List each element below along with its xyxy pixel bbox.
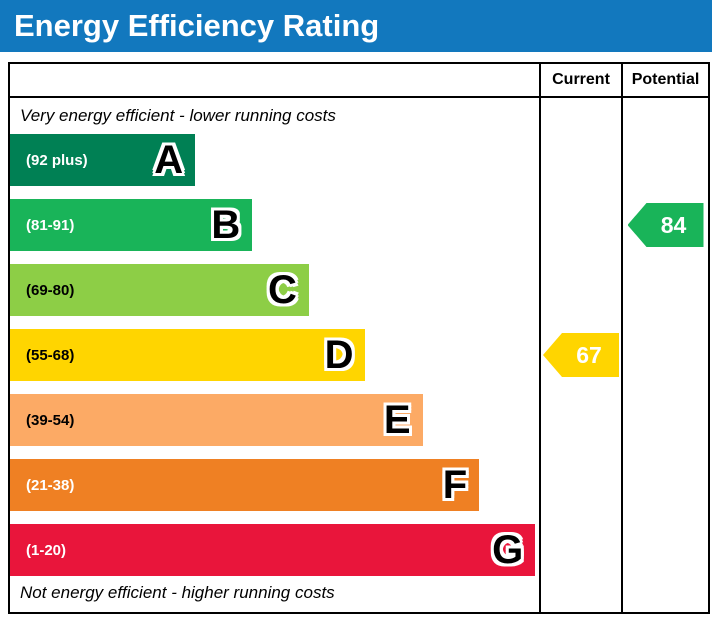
top-caption: Very energy efficient - lower running co… [20,106,336,125]
band-letter: C [267,268,297,312]
current-column: Current 67 [541,64,623,612]
band-row-c: (69-80) C [10,264,539,316]
band-range-label: (21-38) [26,476,75,494]
band-row-g: (1-20) G [10,524,539,576]
band-bar-f: (21-38) F [10,459,480,511]
band-letter: G [492,528,524,572]
band-letter: E [383,398,411,442]
band-bar-d: (55-68) D [10,329,366,381]
band-row-f: (21-38) F [10,459,539,511]
band-letter: F [442,463,468,507]
title-bar: Energy Efficiency Rating [0,0,712,52]
band-range-label: (55-68) [26,346,75,364]
band-bar-g: (1-20) G [10,524,536,576]
potential-column-header: Potential [623,64,708,98]
potential-column: Potential 84 [623,64,708,612]
band-bar-c: (69-80) C [10,264,309,316]
energy-efficiency-chart: Very energy efficient - lower running co… [8,62,710,614]
band-bar-e: (39-54) E [10,394,423,446]
band-row-b: (81-91) B [10,199,539,251]
potential-rating-value: 84 [660,211,687,238]
band-bar-a: (92 plus) A [10,134,196,186]
scale-header-cell [10,64,539,98]
band-letter: B [211,203,241,247]
rating-scale-column: Very energy efficient - lower running co… [10,64,541,612]
page-title: Energy Efficiency Rating [14,8,380,43]
band-row-a: (92 plus) A [10,134,539,186]
current-rating-arrow: 67 [543,333,619,377]
current-rating-value: 67 [576,341,602,368]
band-range-label: (69-80) [26,281,75,299]
band-row-e: (39-54) E [10,394,539,446]
band-range-label: (39-54) [26,411,75,429]
scale-body: Very energy efficient - lower running co… [10,98,539,612]
bands: (92 plus) A (81-91) B (69-80) C (55-68) D (39-54… [10,134,539,576]
bottom-caption: Not energy efficient - higher running co… [20,583,335,602]
potential-column-body: 84 [623,98,708,612]
band-range-label: (81-91) [26,216,75,234]
potential-rating-arrow: 84 [627,203,704,247]
band-range-label: (92 plus) [26,151,88,169]
band-letter: D [324,333,354,377]
band-bar-b: (81-91) B [10,199,253,251]
band-range-label: (1-20) [26,541,67,559]
band-letter: A [154,138,184,182]
band-row-d: (55-68) D [10,329,539,381]
current-column-body: 67 [541,98,621,612]
current-column-header: Current [541,64,621,98]
